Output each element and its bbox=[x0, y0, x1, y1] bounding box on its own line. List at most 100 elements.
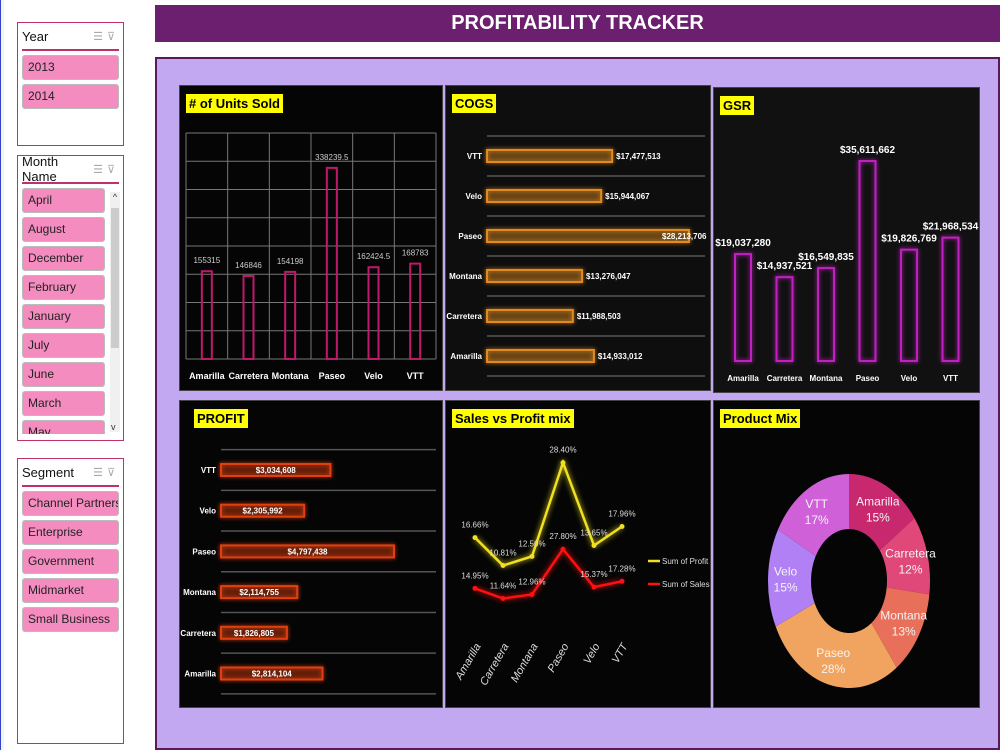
data-point bbox=[500, 595, 506, 601]
slicer-item[interactable]: 2013 bbox=[22, 55, 119, 80]
data-point bbox=[529, 553, 535, 559]
bar bbox=[409, 262, 422, 360]
data-label: $15,944,067 bbox=[605, 192, 650, 201]
category-label: VTT bbox=[407, 371, 425, 381]
slicer-item[interactable]: December bbox=[22, 246, 105, 271]
slicer-item[interactable]: Channel Partners bbox=[22, 491, 119, 516]
data-label: 12.96% bbox=[518, 577, 545, 586]
bar bbox=[220, 585, 299, 600]
bar bbox=[486, 149, 614, 163]
data-label: 15.37% bbox=[580, 570, 607, 579]
data-label: 146846 bbox=[235, 261, 262, 270]
data-label: 155315 bbox=[193, 256, 220, 265]
chart-title: Sales vs Profit mix bbox=[452, 409, 574, 428]
category-label: Amarilla bbox=[727, 374, 759, 383]
category-label: VTT bbox=[943, 374, 958, 383]
category-label: Carretera bbox=[180, 629, 216, 638]
chart-title: COGS bbox=[452, 94, 497, 113]
bar bbox=[200, 270, 213, 360]
data-label: $3,034,608 bbox=[256, 466, 297, 475]
bar bbox=[734, 253, 752, 362]
slicer-item[interactable]: Government bbox=[22, 549, 119, 574]
chart-title: GSR bbox=[720, 96, 755, 115]
data-label: 17.96% bbox=[608, 510, 635, 519]
slicer-item[interactable]: July bbox=[22, 333, 105, 358]
slicer-item[interactable]: February bbox=[22, 275, 105, 300]
scroll-down-icon[interactable]: v bbox=[111, 422, 116, 432]
slice-label: Velo bbox=[774, 564, 798, 578]
data-point bbox=[472, 585, 478, 591]
data-label: $17,477,513 bbox=[616, 152, 661, 161]
slicer-month: Month Name ☰⊽ April August December February… bbox=[17, 155, 124, 441]
slicer-item[interactable]: March bbox=[22, 391, 105, 416]
slicer-item[interactable]: June bbox=[22, 362, 105, 387]
legend-label: Sum of Sales bbox=[662, 580, 710, 589]
data-label: $2,114,755 bbox=[239, 588, 279, 597]
slicer-item[interactable]: April bbox=[22, 188, 105, 213]
category-label: Carretera bbox=[228, 371, 269, 381]
bar bbox=[775, 276, 794, 362]
slicer-item[interactable]: May bbox=[22, 420, 105, 434]
clear-filter-icon[interactable]: ⊽ bbox=[106, 30, 119, 43]
category-label: Carretera bbox=[446, 312, 482, 321]
multi-select-icon[interactable]: ☰ bbox=[93, 163, 107, 176]
slicer-segment-label: Segment bbox=[22, 464, 75, 480]
category-label: Paseo bbox=[546, 642, 572, 675]
chart-title: # of Units Sold bbox=[186, 94, 283, 113]
data-label: $13,276,047 bbox=[586, 272, 631, 281]
data-label: 168783 bbox=[402, 249, 429, 258]
clear-filter-icon[interactable]: ⊽ bbox=[106, 163, 119, 176]
slicer-item[interactable]: January bbox=[22, 304, 105, 329]
bar bbox=[220, 625, 288, 640]
category-label: Montana bbox=[509, 642, 541, 685]
cogs-chart: COGS VTT $17,477,513 Velo $15,944,067 Paseo $2… bbox=[445, 85, 711, 391]
data-label: 12.50% bbox=[518, 539, 545, 548]
data-point bbox=[529, 591, 535, 597]
data-point bbox=[591, 584, 597, 590]
slicer-item[interactable]: August bbox=[22, 217, 105, 242]
data-label: 10.81% bbox=[489, 549, 516, 558]
bar bbox=[486, 309, 574, 323]
data-point bbox=[500, 563, 506, 569]
data-label: $35,611,662 bbox=[840, 145, 895, 156]
category-label: Amarilla bbox=[189, 371, 226, 381]
slice-value: 15% bbox=[866, 510, 890, 524]
donut-slice bbox=[849, 474, 915, 551]
category-label: Montana bbox=[810, 374, 843, 383]
slicer-item[interactable]: Small Business bbox=[22, 607, 119, 632]
multi-select-icon[interactable]: ☰ bbox=[93, 30, 107, 43]
donut-slice bbox=[778, 474, 849, 556]
clear-filter-icon[interactable]: ⊽ bbox=[106, 466, 119, 479]
bar bbox=[220, 463, 332, 477]
slice-value: 15% bbox=[774, 580, 798, 594]
bar bbox=[858, 160, 877, 362]
multi-select-icon[interactable]: ☰ bbox=[93, 466, 107, 479]
category-label: Amarilla bbox=[450, 352, 482, 361]
data-label: 16.66% bbox=[461, 521, 488, 530]
slicer-item[interactable]: Midmarket bbox=[22, 578, 119, 603]
bar bbox=[367, 266, 380, 361]
scroll-up-icon[interactable]: ^ bbox=[112, 192, 118, 202]
slicer-month-label: Month Name bbox=[22, 155, 59, 184]
category-label: Velo bbox=[466, 192, 483, 201]
data-label: 154198 bbox=[277, 257, 304, 266]
category-label: Montana bbox=[449, 272, 482, 281]
data-label: $28,213,706 bbox=[662, 232, 707, 241]
scrollbar[interactable]: ^ v bbox=[110, 192, 120, 432]
category-label: Velo bbox=[581, 642, 602, 667]
data-label: 14.95% bbox=[461, 571, 488, 580]
bar bbox=[900, 248, 918, 362]
category-label: Paseo bbox=[856, 374, 880, 383]
data-label: 28.40% bbox=[549, 446, 576, 455]
data-label: $1,826,805 bbox=[234, 629, 275, 638]
bar bbox=[220, 503, 306, 518]
data-label: $21,968,534 bbox=[923, 222, 979, 233]
slicer-item[interactable]: Enterprise bbox=[22, 520, 119, 545]
data-label: $14,933,012 bbox=[598, 352, 643, 361]
bar bbox=[486, 229, 690, 243]
scroll-thumb[interactable] bbox=[111, 208, 119, 348]
bar bbox=[325, 166, 338, 360]
slicer-item[interactable]: 2014 bbox=[22, 84, 119, 109]
category-label: Montana bbox=[183, 588, 216, 597]
product-mix-chart: Product Mix Amarilla 15% Carretera 12% Montan… bbox=[713, 400, 980, 708]
